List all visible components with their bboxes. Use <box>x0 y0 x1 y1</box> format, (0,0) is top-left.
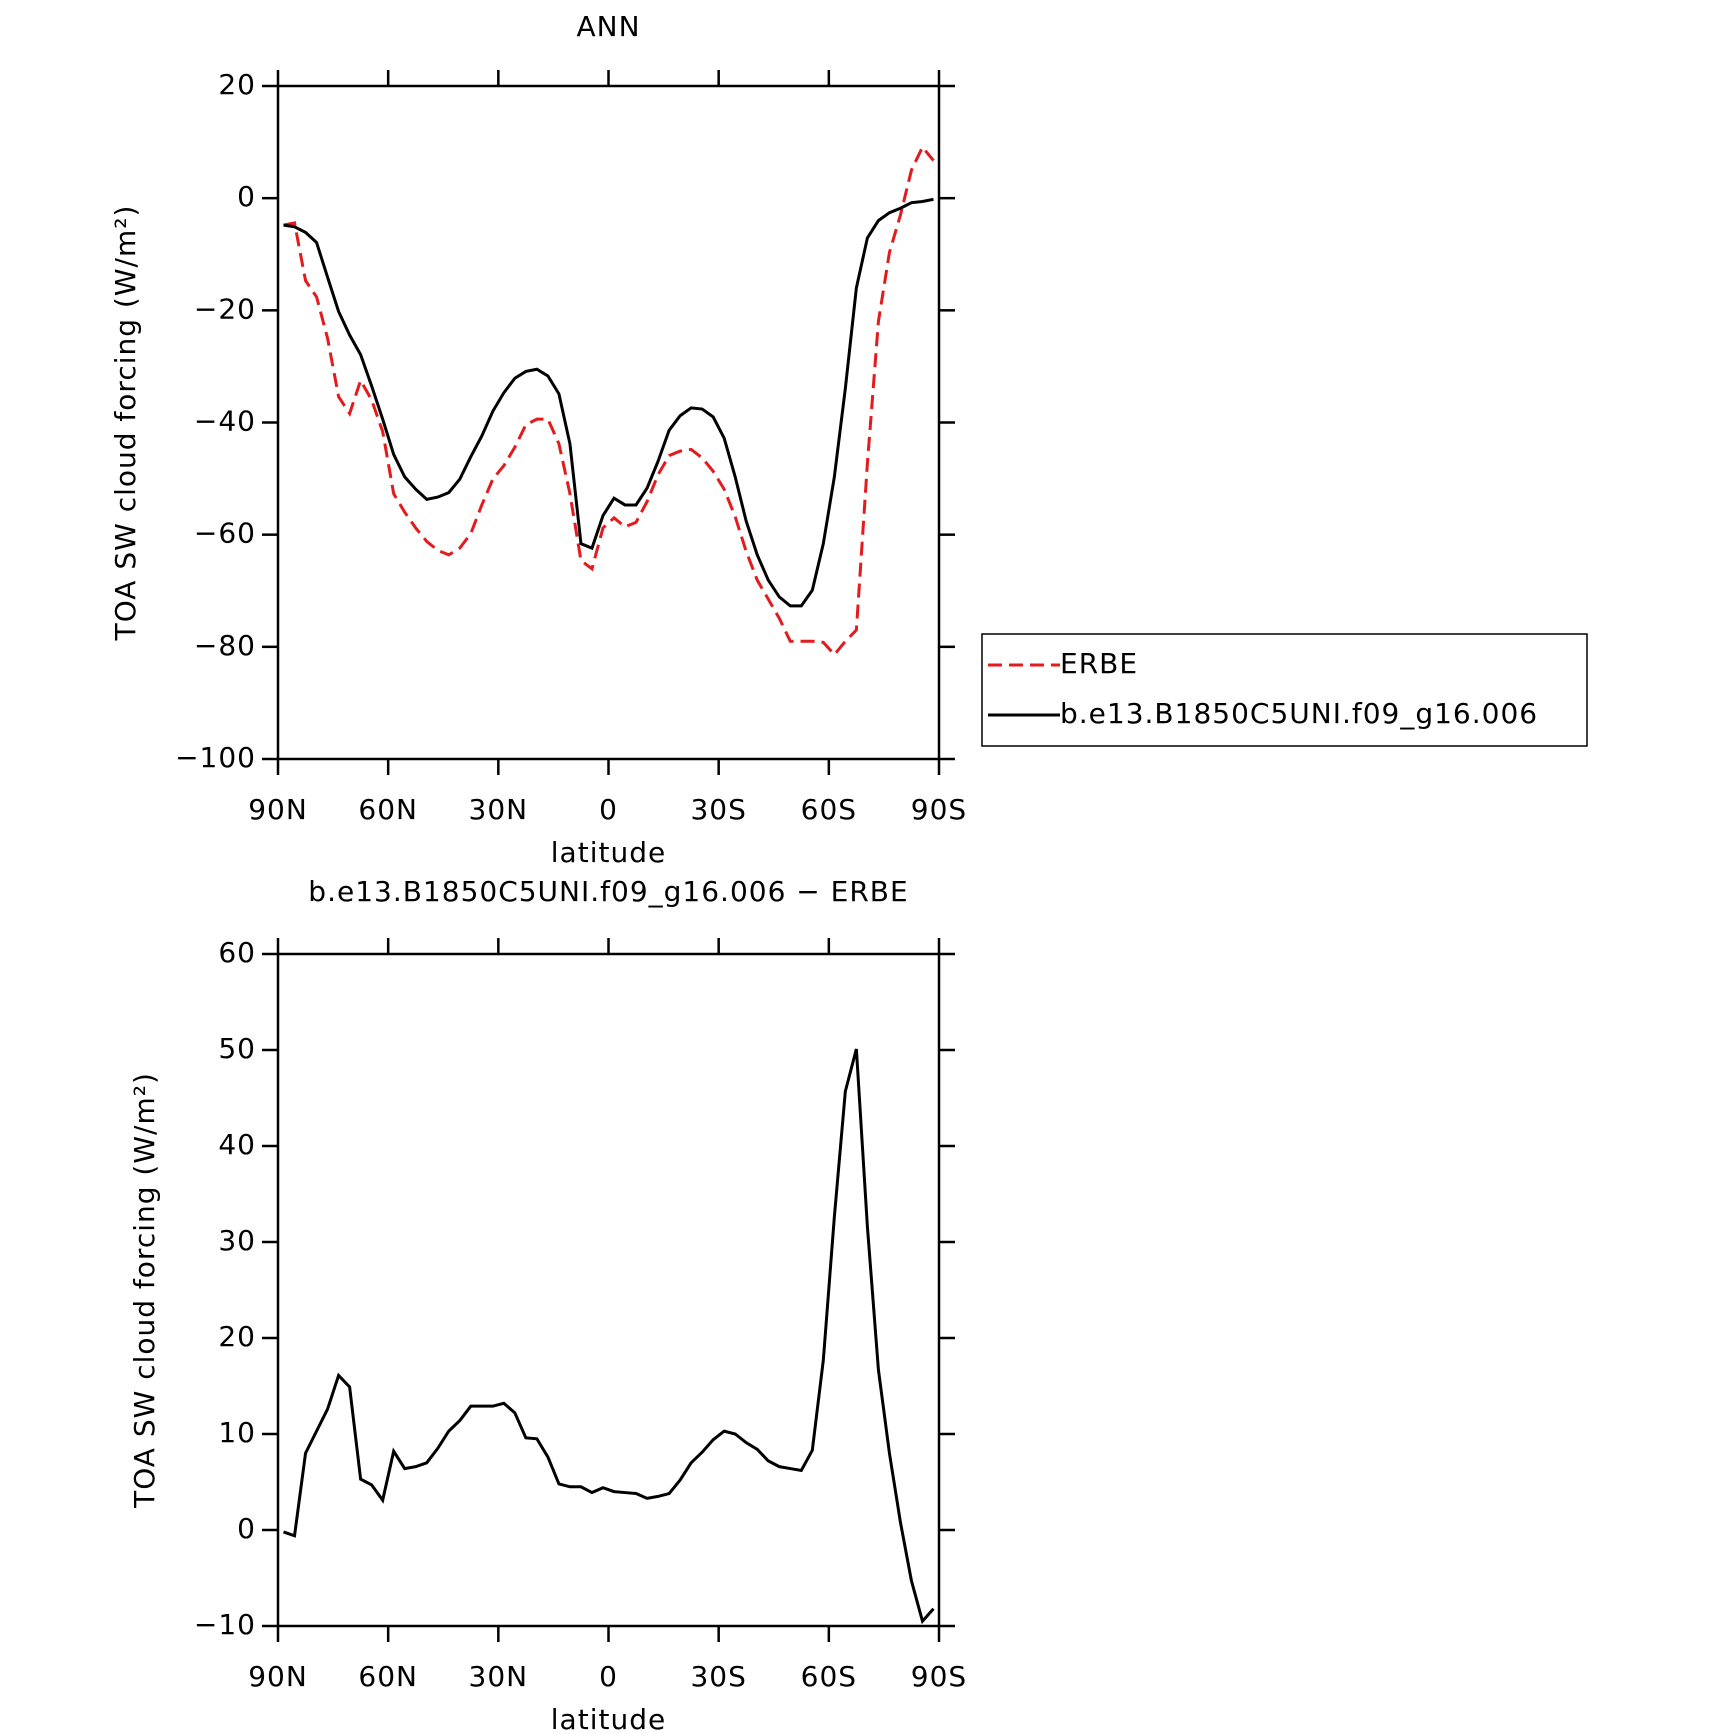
plot-frame <box>276 952 941 1628</box>
x-tick-label: 30S <box>690 793 746 826</box>
x-tick-label: 0 <box>599 793 618 826</box>
y-tick-label: 0 <box>237 180 256 213</box>
legend-box <box>981 633 1588 747</box>
y-tick-label: −40 <box>194 405 256 438</box>
y-tick-label: −80 <box>194 629 256 662</box>
y-tick-label: −10 <box>194 1608 256 1641</box>
y-tick-label: 40 <box>218 1128 256 1161</box>
y-tick-label: −60 <box>194 517 256 550</box>
y-tick-label: 50 <box>218 1032 256 1065</box>
chart-title: ANN <box>576 10 640 43</box>
y-tick-label: −100 <box>175 741 256 774</box>
x-tick-label: 60N <box>358 1660 418 1693</box>
x-axis-label: latitude <box>551 1703 666 1734</box>
y-axis-label: TOA SW cloud forcing (W/m²) <box>128 1072 161 1509</box>
x-tick-label: 90S <box>911 1660 967 1693</box>
chart-title: b.e13.B1850C5UNI.f09_g16.006 − ERBE <box>308 875 908 908</box>
x-tick-label: 60S <box>801 1660 857 1693</box>
y-tick-label: 10 <box>218 1416 256 1449</box>
legend-label: b.e13.B1850C5UNI.f09_g16.006 <box>1060 697 1538 730</box>
y-tick-label: 20 <box>218 1320 256 1353</box>
data-line <box>283 1048 935 1625</box>
y-tick-label: −20 <box>194 292 256 325</box>
x-tick-label: 30N <box>469 793 529 826</box>
x-tick-label: 0 <box>599 1660 618 1693</box>
y-axis-label: TOA SW cloud forcing (W/m²) <box>109 205 142 642</box>
y-tick-label: 0 <box>237 1512 256 1545</box>
y-tick-label: 60 <box>218 936 256 969</box>
x-axis-label: latitude <box>551 836 666 869</box>
x-tick-label: 30N <box>469 1660 529 1693</box>
legend-label: ERBE <box>1060 647 1138 680</box>
x-tick-label: 30S <box>690 1660 746 1693</box>
data-line <box>283 144 935 657</box>
y-tick-label: 30 <box>218 1224 256 1257</box>
data-line <box>283 197 934 608</box>
y-tick-label: 20 <box>218 68 256 101</box>
x-tick-label: 90N <box>248 793 308 826</box>
x-tick-label: 90S <box>911 793 967 826</box>
x-tick-label: 60N <box>358 793 418 826</box>
x-tick-label: 90N <box>248 1660 308 1693</box>
x-tick-label: 60S <box>801 793 857 826</box>
